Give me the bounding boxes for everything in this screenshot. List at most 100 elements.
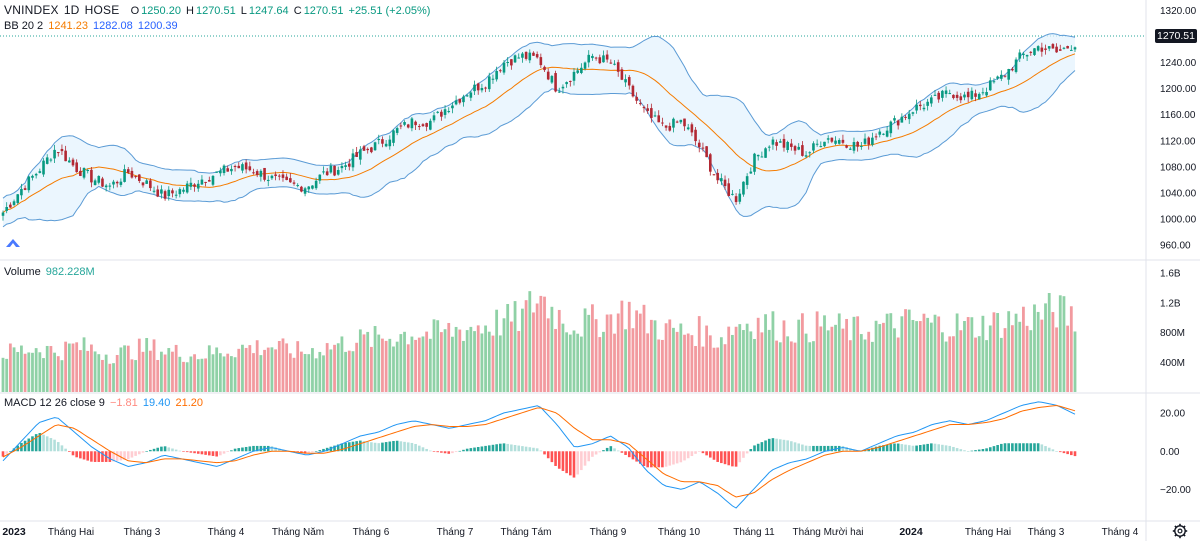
macd-hist-bar [970, 450, 974, 452]
volume-legend[interactable]: Volume 982.228M [4, 265, 97, 279]
volume-bar [587, 314, 591, 392]
settings-gear-icon[interactable] [1172, 523, 1188, 539]
macd-hist-bar [266, 445, 270, 452]
bb-lower-value: 1200.39 [137, 20, 178, 32]
macd-hist-bar [893, 443, 896, 452]
volume-bar [642, 304, 646, 392]
candle-body [543, 66, 546, 71]
macd-hist-bar [778, 439, 782, 452]
candle-body [252, 172, 255, 174]
macd-hist-bar [1058, 451, 1062, 453]
candle-body [1011, 68, 1014, 71]
candle-body [974, 93, 977, 97]
volume-bar [266, 347, 270, 392]
price-tick-label: 1080.00 [1160, 162, 1197, 173]
volume-bar [425, 331, 429, 392]
volume-bar [819, 326, 823, 392]
volume-bar [727, 326, 731, 392]
volume-bar [108, 363, 112, 392]
interval-label[interactable]: 1D [63, 3, 80, 17]
volume-bar [738, 324, 742, 392]
macd-hist-bar [1066, 451, 1069, 455]
macd-hist-bar [749, 449, 753, 452]
volume-value: 982.228M [45, 266, 95, 278]
volume-bar [436, 320, 440, 392]
volume-bar [756, 317, 760, 392]
candle-body [196, 183, 200, 189]
volume-bar [462, 340, 465, 392]
candle-body [171, 190, 174, 194]
symbol-name[interactable]: VNINDEX [4, 3, 59, 17]
candle-body [49, 159, 53, 161]
macd-hist-bar [915, 445, 918, 452]
macd-hist-bar [871, 447, 874, 452]
macd-hist-bar [93, 451, 97, 462]
macd-hist-bar [708, 451, 712, 458]
macd-hist-bar [639, 451, 642, 464]
volume-bar [204, 358, 208, 392]
candle-body [189, 182, 193, 187]
volume-bar [1062, 296, 1066, 392]
volume-bar [1069, 306, 1073, 392]
macd-hist-bar [432, 451, 436, 452]
candle-body [546, 71, 550, 80]
volume-bar [911, 319, 915, 392]
macd-hist-bar [255, 445, 259, 452]
volume-bar [241, 344, 244, 392]
macd-legend[interactable]: MACD 12 26 close 9 −1.81 19.40 21.20 [4, 396, 205, 410]
volume-bar [248, 345, 252, 392]
candle-body [23, 188, 27, 190]
candle-body [775, 142, 778, 146]
candle-body [841, 139, 845, 143]
macd-hist-bar [686, 451, 690, 459]
tradingview-logo-icon[interactable] [4, 236, 22, 250]
candle-body [767, 146, 771, 148]
candle-body [1000, 74, 1003, 79]
macd-hist-bar [399, 441, 403, 452]
volume-bar [583, 308, 587, 392]
volume-bar [985, 340, 988, 392]
macd-hist-bar [616, 450, 620, 452]
candle-body [270, 175, 274, 179]
macd-hist-bar [27, 438, 31, 452]
volume-bar [480, 333, 484, 392]
volume-bar [981, 315, 985, 392]
macd-hist-bar [215, 451, 218, 457]
macd-hist-bar [955, 448, 959, 452]
macd-hist-bar [620, 451, 624, 453]
candle-body [263, 167, 266, 180]
candle-body [952, 94, 955, 99]
volume-bar [745, 323, 749, 392]
candle-body [506, 62, 509, 64]
macd-hist-bar [1011, 443, 1014, 452]
volume-bar [233, 357, 237, 392]
macd-hist-bar [97, 451, 101, 462]
candle-body [856, 141, 859, 147]
macd-hist-bar [307, 451, 311, 454]
volume-bar [1003, 328, 1007, 392]
macd-hist-bar [344, 442, 347, 452]
volume-bar [1025, 325, 1029, 392]
macd-hist-bar [727, 451, 731, 466]
macd-hist-bar [664, 451, 668, 467]
macd-hist-bar [889, 444, 893, 452]
macd-hist-bar [764, 440, 767, 452]
candle-body [230, 168, 233, 172]
candle-body [178, 189, 182, 195]
candle-body [207, 180, 211, 182]
macd-hist-bar [425, 448, 428, 452]
macd-hist-bar [259, 445, 263, 452]
volume-bar [742, 330, 745, 392]
candle-body [347, 163, 351, 167]
bb-legend[interactable]: BB 20 2 1241.23 1282.08 1200.39 [4, 19, 180, 33]
volume-bar [594, 319, 598, 392]
volume-bar [918, 321, 922, 392]
macd-hist-bar [42, 434, 45, 452]
macd-hist-bar [587, 451, 591, 462]
volume-bar [948, 336, 952, 392]
macd-hist-bar [734, 451, 738, 467]
macd-hist-bar [546, 451, 550, 459]
volume-bar [579, 336, 583, 392]
volume-bar [760, 332, 764, 392]
volume-bar [657, 339, 661, 392]
